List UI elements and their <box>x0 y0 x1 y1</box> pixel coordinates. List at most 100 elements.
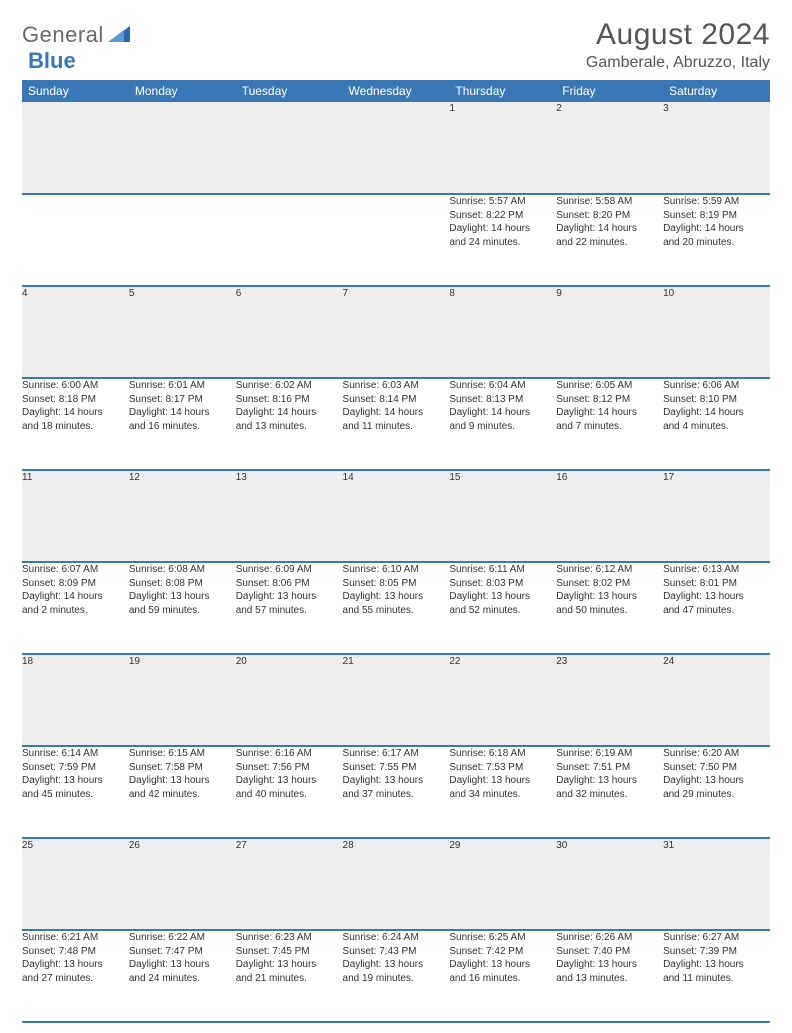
detail-line: Daylight: 13 hours <box>663 774 770 788</box>
detail-line: Daylight: 13 hours <box>556 958 663 972</box>
day-number-cell: 18 <box>22 654 129 746</box>
day-detail-cell: Sunrise: 5:59 AMSunset: 8:19 PMDaylight:… <box>663 194 770 286</box>
day-detail-cell: Sunrise: 5:58 AMSunset: 8:20 PMDaylight:… <box>556 194 663 286</box>
detail-line: Sunset: 8:08 PM <box>129 577 236 591</box>
location: Gamberale, Abruzzo, Italy <box>586 54 770 72</box>
day-number-cell: 14 <box>343 470 450 562</box>
day-detail-cell: Sunrise: 6:15 AMSunset: 7:58 PMDaylight:… <box>129 746 236 838</box>
detail-line: Sunset: 8:01 PM <box>663 577 770 591</box>
detail-line: and 11 minutes. <box>343 420 450 434</box>
day-number-cell: 30 <box>556 838 663 930</box>
week-number-row: 18192021222324 <box>22 654 770 746</box>
day-number-cell: 11 <box>22 470 129 562</box>
detail-line: Sunrise: 5:58 AM <box>556 195 663 209</box>
detail-line: Sunset: 7:59 PM <box>22 761 129 775</box>
detail-line: Sunset: 7:58 PM <box>129 761 236 775</box>
detail-line: Sunrise: 6:09 AM <box>236 563 343 577</box>
day-header: Monday <box>129 80 236 102</box>
detail-line: Sunset: 8:18 PM <box>22 393 129 407</box>
detail-line: Sunrise: 6:11 AM <box>449 563 556 577</box>
day-header: Sunday <box>22 80 129 102</box>
detail-line: and 16 minutes. <box>449 972 556 986</box>
detail-line: and 16 minutes. <box>129 420 236 434</box>
day-number-cell: 16 <box>556 470 663 562</box>
day-number-cell: 21 <box>343 654 450 746</box>
month-title: August 2024 <box>586 18 770 52</box>
detail-line: Sunset: 8:12 PM <box>556 393 663 407</box>
detail-line: Sunrise: 6:05 AM <box>556 379 663 393</box>
detail-line: Daylight: 14 hours <box>449 222 556 236</box>
detail-line: and 13 minutes. <box>236 420 343 434</box>
detail-line: Daylight: 13 hours <box>236 774 343 788</box>
day-detail-cell: Sunrise: 6:20 AMSunset: 7:50 PMDaylight:… <box>663 746 770 838</box>
day-detail-cell: Sunrise: 6:08 AMSunset: 8:08 PMDaylight:… <box>129 562 236 654</box>
day-detail-cell: Sunrise: 6:22 AMSunset: 7:47 PMDaylight:… <box>129 930 236 1022</box>
detail-line: Sunrise: 6:01 AM <box>129 379 236 393</box>
detail-line: and 47 minutes. <box>663 604 770 618</box>
day-detail-cell: Sunrise: 6:05 AMSunset: 8:12 PMDaylight:… <box>556 378 663 470</box>
detail-line: Daylight: 13 hours <box>663 590 770 604</box>
day-number-cell: 24 <box>663 654 770 746</box>
detail-line: and 11 minutes. <box>663 972 770 986</box>
week-detail-row: Sunrise: 6:14 AMSunset: 7:59 PMDaylight:… <box>22 746 770 838</box>
week-detail-row: Sunrise: 6:07 AMSunset: 8:09 PMDaylight:… <box>22 562 770 654</box>
day-detail-cell: Sunrise: 6:07 AMSunset: 8:09 PMDaylight:… <box>22 562 129 654</box>
detail-line: Daylight: 13 hours <box>343 590 450 604</box>
detail-line: Sunset: 8:19 PM <box>663 209 770 223</box>
day-number-cell: 13 <box>236 470 343 562</box>
day-number-cell: 25 <box>22 838 129 930</box>
detail-line: Daylight: 13 hours <box>556 774 663 788</box>
detail-line: and 24 minutes. <box>449 236 556 250</box>
day-number-cell: 19 <box>129 654 236 746</box>
day-number-cell: 15 <box>449 470 556 562</box>
detail-line: Sunrise: 6:13 AM <box>663 563 770 577</box>
day-detail-cell: Sunrise: 6:18 AMSunset: 7:53 PMDaylight:… <box>449 746 556 838</box>
day-number-cell: 3 <box>663 102 770 194</box>
detail-line: Sunset: 8:10 PM <box>663 393 770 407</box>
day-number-cell: 10 <box>663 286 770 378</box>
calendar-page: General August 2024 Gamberale, Abruzzo, … <box>0 0 792 1033</box>
detail-line: Daylight: 13 hours <box>343 774 450 788</box>
day-detail-cell: Sunrise: 6:02 AMSunset: 8:16 PMDaylight:… <box>236 378 343 470</box>
detail-line: Sunrise: 6:08 AM <box>129 563 236 577</box>
day-detail-cell: Sunrise: 6:04 AMSunset: 8:13 PMDaylight:… <box>449 378 556 470</box>
detail-line: Sunset: 8:09 PM <box>22 577 129 591</box>
day-detail-cell <box>343 194 450 286</box>
detail-line: and 37 minutes. <box>343 788 450 802</box>
day-detail-cell: Sunrise: 6:19 AMSunset: 7:51 PMDaylight:… <box>556 746 663 838</box>
detail-line: and 19 minutes. <box>343 972 450 986</box>
detail-line: and 27 minutes. <box>22 972 129 986</box>
detail-line: and 4 minutes. <box>663 420 770 434</box>
logo-triangle-icon <box>108 24 132 47</box>
detail-line: Daylight: 14 hours <box>556 406 663 420</box>
day-detail-cell: Sunrise: 6:23 AMSunset: 7:45 PMDaylight:… <box>236 930 343 1022</box>
day-detail-cell: Sunrise: 6:26 AMSunset: 7:40 PMDaylight:… <box>556 930 663 1022</box>
detail-line: Sunrise: 6:06 AM <box>663 379 770 393</box>
detail-line: and 40 minutes. <box>236 788 343 802</box>
day-number-cell: 9 <box>556 286 663 378</box>
detail-line: Sunrise: 6:27 AM <box>663 931 770 945</box>
day-number-cell <box>22 102 129 194</box>
day-detail-cell: Sunrise: 6:01 AMSunset: 8:17 PMDaylight:… <box>129 378 236 470</box>
detail-line: Sunset: 7:39 PM <box>663 945 770 959</box>
day-detail-cell: Sunrise: 6:27 AMSunset: 7:39 PMDaylight:… <box>663 930 770 1022</box>
day-number-cell: 7 <box>343 286 450 378</box>
detail-line: Sunset: 8:13 PM <box>449 393 556 407</box>
day-number-cell: 5 <box>129 286 236 378</box>
day-detail-cell: Sunrise: 6:10 AMSunset: 8:05 PMDaylight:… <box>343 562 450 654</box>
detail-line: Daylight: 14 hours <box>22 590 129 604</box>
day-detail-cell: Sunrise: 6:16 AMSunset: 7:56 PMDaylight:… <box>236 746 343 838</box>
day-number-cell <box>236 102 343 194</box>
day-detail-cell <box>22 194 129 286</box>
logo-text-a: General <box>22 22 104 48</box>
week-number-row: 45678910 <box>22 286 770 378</box>
detail-line: and 18 minutes. <box>22 420 129 434</box>
day-detail-cell: Sunrise: 6:09 AMSunset: 8:06 PMDaylight:… <box>236 562 343 654</box>
detail-line: Daylight: 13 hours <box>663 958 770 972</box>
detail-line: and 32 minutes. <box>556 788 663 802</box>
detail-line: Daylight: 13 hours <box>22 774 129 788</box>
detail-line: Daylight: 13 hours <box>129 774 236 788</box>
detail-line: Daylight: 14 hours <box>236 406 343 420</box>
detail-line: and 59 minutes. <box>129 604 236 618</box>
day-header: Saturday <box>663 80 770 102</box>
